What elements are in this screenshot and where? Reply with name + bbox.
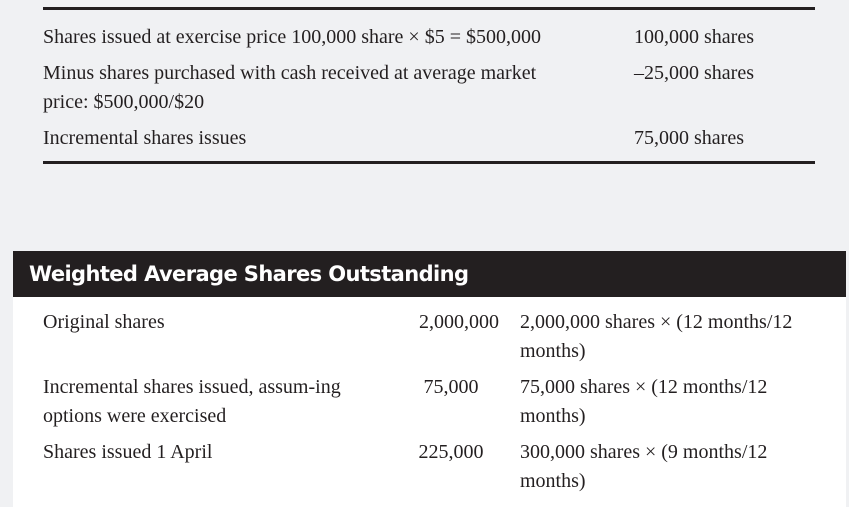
table-row: Shares issued at exercise price 100,000 … xyxy=(43,10,815,52)
row-description: Shares issued at exercise price 100,000 … xyxy=(43,26,541,48)
row-description: Minus shares purchased with cash receive… xyxy=(43,62,537,113)
row-description: Incremental shares issues xyxy=(43,127,247,149)
row-label: Original shares xyxy=(43,311,165,333)
row-value: 100,000 shares xyxy=(634,26,754,48)
section-title: Weighted Average Shares Outstanding xyxy=(29,262,469,286)
table-row: Incremental shares issues 75,000 shares xyxy=(43,117,815,161)
table-row: Incremental shares issued, assum-ing opt… xyxy=(13,373,846,438)
row-value: –25,000 shares xyxy=(634,62,754,84)
row-calculation: 300,000 shares × (9 months/12 months) xyxy=(520,441,768,492)
table-row: Shares issued 1 April 225,000 300,000 sh… xyxy=(13,438,846,503)
row-calculation: 2,000,000 shares × (12 months/12 months) xyxy=(520,311,793,362)
table-row: Minus shares purchased with cash receive… xyxy=(43,52,815,117)
share-exercise-table: Shares issued at exercise price 100,000 … xyxy=(43,7,815,164)
row-value: 75,000 shares xyxy=(634,127,744,149)
section-header: Weighted Average Shares Outstanding xyxy=(13,251,846,297)
row-amount: 225,000 xyxy=(418,441,484,463)
weighted-average-section: Weighted Average Shares Outstanding Orig… xyxy=(13,251,846,507)
row-amount: 2,000,000 xyxy=(419,311,499,333)
row-amount: 75,000 xyxy=(423,376,479,398)
row-label: Shares issued 1 April xyxy=(43,441,213,463)
table-row: Original shares 2,000,000 2,000,000 shar… xyxy=(13,308,846,373)
row-calculation: 75,000 shares × (12 months/12 months) xyxy=(520,376,768,427)
row-label: Incremental shares issued, assum-ing opt… xyxy=(43,376,341,427)
